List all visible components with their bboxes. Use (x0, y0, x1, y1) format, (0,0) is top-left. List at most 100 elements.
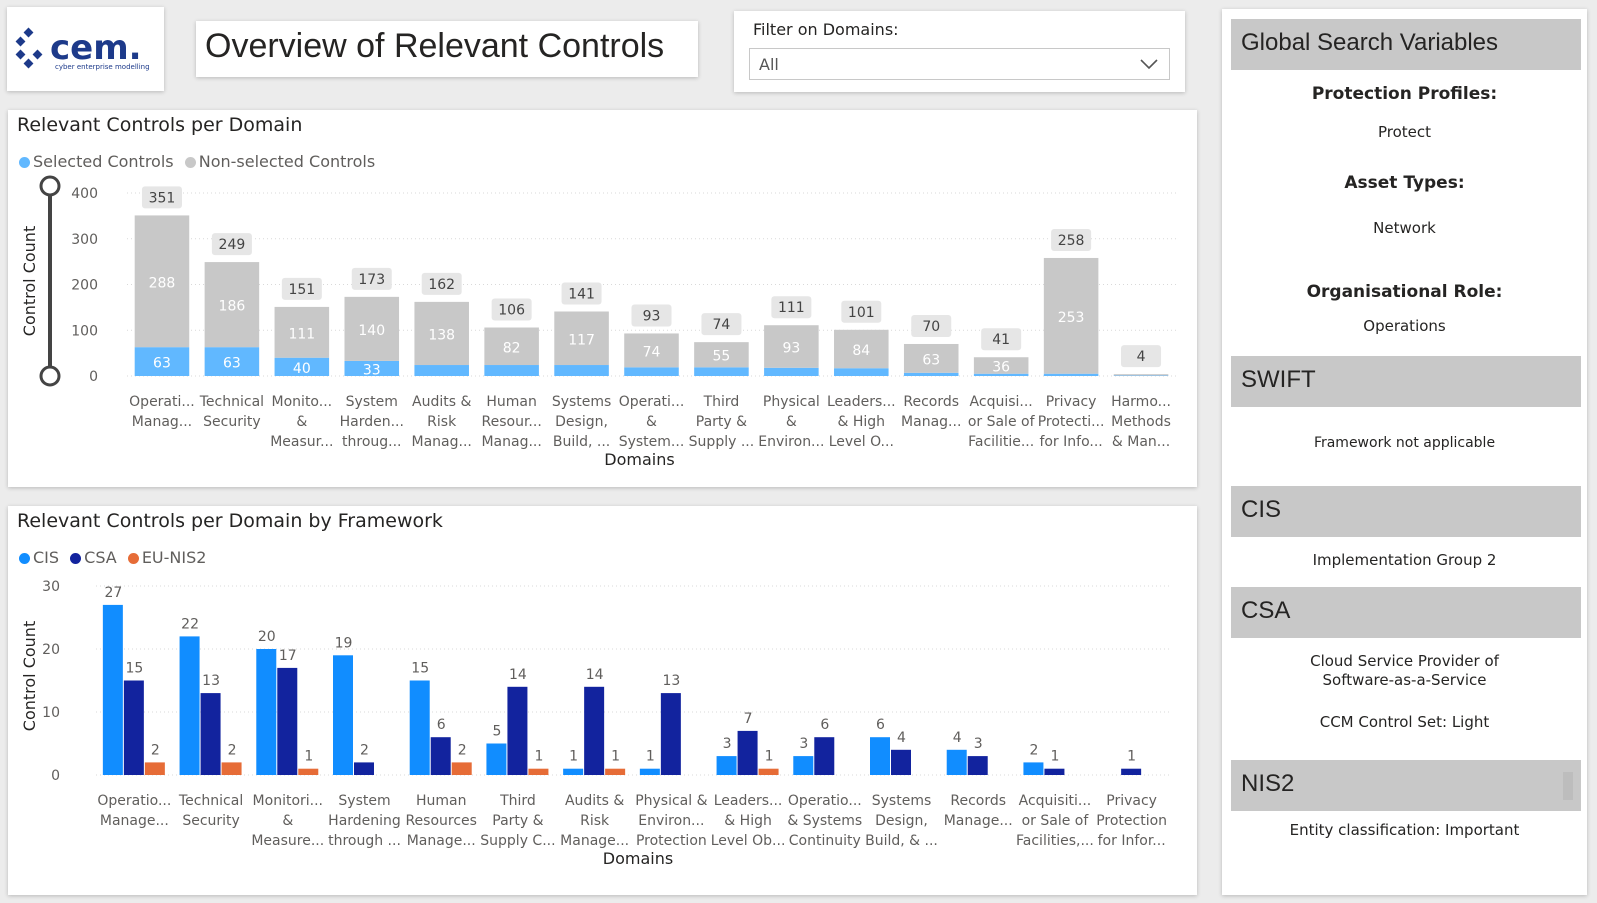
bar-cis (563, 768, 584, 775)
data-label: 15 (411, 661, 429, 677)
page-title-box: Overview of Relevant Controls (196, 21, 698, 77)
legend-item-selected[interactable]: Selected Controls (19, 152, 174, 171)
x-tick-label: Leaders... (714, 793, 783, 809)
x-tick-label: Human (486, 394, 537, 410)
total-label-bg (561, 282, 602, 305)
bar-eunis2 (758, 768, 779, 775)
bar-csa (277, 667, 298, 775)
chart2-legend: CIS CSA EU-NIS2 (19, 548, 212, 567)
data-label: 14 (509, 667, 527, 683)
x-tick-label: Facilitie... (968, 434, 1034, 450)
x-tick-label: Resour... (482, 414, 542, 430)
x-tick-label: Design, (555, 414, 608, 430)
bar-eunis2 (221, 762, 242, 775)
total-label: 74 (713, 317, 731, 333)
legend-item-nonselected[interactable]: Non-selected Controls (184, 152, 376, 171)
x-tick-label: throug... (342, 434, 402, 450)
legend-item-eunis2[interactable]: EU-NIS2 (127, 548, 206, 567)
bar-csa (660, 693, 681, 775)
x-tick-label: & (282, 813, 293, 829)
x-tick-label: through ... (328, 833, 401, 849)
bar-csa (200, 693, 221, 775)
cis-header: CIS (1231, 486, 1581, 537)
x-tick-label: Systems (552, 394, 612, 410)
y-tick-label: 10 (42, 705, 60, 721)
data-label-selected: 63 (223, 356, 241, 372)
bar-cis (1023, 762, 1044, 775)
data-label-nonselected: 138 (428, 327, 455, 343)
data-label: 2 (151, 742, 160, 758)
bar-nonselected (414, 301, 469, 366)
zoom-slider-handle-bottom[interactable] (39, 365, 61, 387)
bar-csa (737, 730, 758, 775)
total-label: 101 (848, 305, 875, 321)
controls-per-domain-chart: Relevant Controls per Domain Selected Co… (8, 110, 1197, 487)
x-tick-label: Design, (875, 813, 928, 829)
bar-nonselected (204, 262, 260, 348)
nis2-scrollbar[interactable] (1563, 772, 1573, 800)
x-tick-label: Third (703, 394, 740, 410)
total-label: 249 (219, 237, 246, 253)
zoom-slider-handle-top[interactable] (39, 175, 61, 197)
x-tick-label: System (346, 394, 398, 410)
x-tick-label: Risk (427, 414, 457, 430)
data-label: 4 (953, 730, 962, 746)
bar-selected (274, 357, 330, 376)
total-label-bg (981, 328, 1022, 351)
bar-cis (870, 737, 890, 775)
x-tick-label: for Info... (1039, 434, 1102, 450)
x-tick-label: Party & (492, 813, 543, 829)
y-axis-title: Control Count (20, 226, 39, 336)
bar-cis (102, 604, 123, 775)
x-tick-label: & High (838, 414, 886, 430)
bar-eunis2 (144, 762, 165, 775)
x-tick-label: Resources (405, 813, 477, 829)
data-label-nonselected: 140 (358, 323, 385, 339)
data-label: 14 (586, 667, 604, 683)
x-tick-label: Manage... (560, 833, 629, 849)
bar-csa (1044, 768, 1065, 775)
x-tick-label: for Infor... (1098, 833, 1166, 849)
bar-cis (409, 680, 430, 775)
data-label-nonselected: 84 (852, 343, 870, 359)
legend-item-cis[interactable]: CIS (19, 548, 59, 567)
bar-nonselected (624, 333, 679, 368)
bar-csa (1121, 768, 1142, 775)
bar-nonselected (554, 311, 609, 366)
swift-header: SWIFT (1231, 356, 1581, 407)
data-label-nonselected: 82 (503, 340, 521, 356)
domain-filter-dropdown[interactable]: All (749, 48, 1170, 80)
bar-nonselected (134, 215, 190, 348)
bar-nonselected (834, 329, 889, 369)
bar-cis (256, 649, 277, 775)
y-tick-label: 400 (71, 186, 98, 202)
x-tick-label: Manage... (944, 813, 1013, 829)
bar-cis (179, 636, 200, 775)
org-role-value: Operations (1363, 317, 1446, 335)
data-label: 2 (228, 742, 237, 758)
bar-selected (344, 360, 400, 376)
total-label: 141 (568, 286, 595, 302)
legend-item-csa[interactable]: CSA (70, 548, 117, 567)
legend-label-nonselected: Non-selected Controls (198, 152, 376, 171)
total-label-bg (841, 300, 882, 323)
bar-csa (814, 737, 835, 775)
total-label: 162 (428, 277, 455, 293)
bar-csa (967, 756, 988, 775)
total-label: 106 (498, 303, 525, 319)
nis2-value: Entity classification: Important (1289, 821, 1520, 839)
data-label-nonselected: 253 (1058, 310, 1085, 326)
x-tick-label: & (296, 414, 307, 430)
x-tick-label: Audits & (412, 394, 471, 410)
total-label: 41 (992, 332, 1010, 348)
x-tick-label: & Systems (787, 813, 862, 829)
bar-nonselected (973, 357, 1029, 374)
total-label: 70 (922, 319, 940, 335)
x-tick-label: Technical (178, 793, 243, 809)
data-label: 1 (1050, 749, 1059, 765)
logo-name: cem. (50, 28, 142, 68)
data-label-nonselected: 93 (782, 340, 800, 356)
data-label-nonselected: 288 (149, 275, 176, 291)
csa-value-line2: Software-as-a-Service (1322, 671, 1487, 689)
